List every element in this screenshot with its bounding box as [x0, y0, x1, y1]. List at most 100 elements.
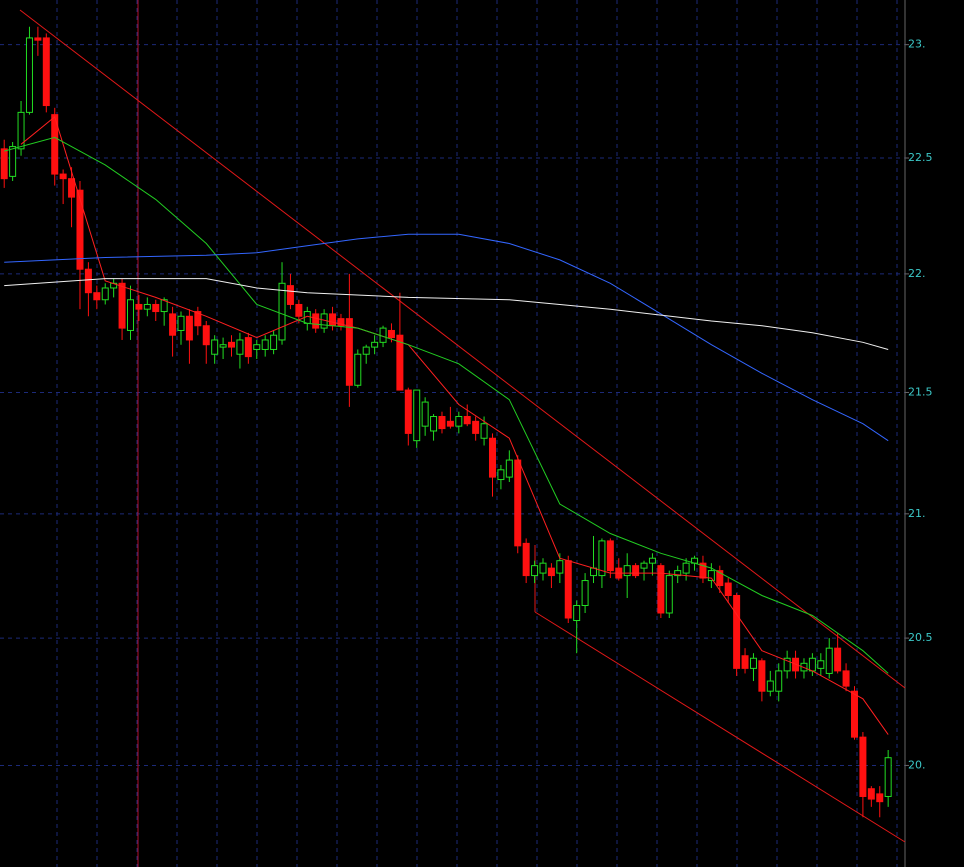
candle-body: [118, 282, 126, 329]
candle-body: [573, 604, 581, 622]
candle-body: [430, 416, 438, 432]
candle-body: [194, 311, 202, 327]
candle-body: [34, 37, 42, 41]
candle-body: [126, 299, 134, 331]
candle-body: [68, 178, 76, 198]
candle-body: [51, 114, 59, 175]
candle-body: [598, 540, 606, 577]
candle-body: [514, 459, 522, 547]
candle-body: [42, 37, 50, 107]
candle-body: [859, 736, 867, 797]
trend-line: [19, 9, 906, 689]
candle-body: [497, 469, 505, 481]
candle-body: [741, 655, 749, 669]
candle-body: [438, 416, 446, 430]
candle-body: [270, 334, 278, 350]
candle-body: [783, 657, 791, 672]
candle-body: [842, 670, 850, 687]
candle-body: [101, 287, 109, 301]
candle-body: [143, 303, 151, 310]
candle-body: [177, 315, 185, 331]
candle-body: [244, 337, 252, 358]
candle-body: [446, 420, 454, 427]
candle-body: [0, 148, 8, 180]
candle-body: [362, 346, 370, 355]
candle-body: [834, 647, 842, 672]
candle-body: [219, 344, 227, 348]
candle-body: [329, 313, 337, 327]
y-tick-label: 21.5: [908, 385, 933, 398]
candle-body: [93, 292, 101, 301]
candle-body: [396, 334, 404, 391]
candle-body: [758, 660, 766, 692]
candle-body: [59, 173, 67, 180]
candle-body: [480, 423, 488, 439]
candle-body: [707, 570, 715, 582]
y-tick-label: 23.: [908, 38, 926, 51]
candle-body: [253, 344, 261, 350]
candle-body: [665, 575, 673, 614]
candle-body: [84, 268, 92, 294]
candle-body: [413, 389, 421, 442]
candle-body: [556, 560, 564, 574]
candle-body: [387, 329, 395, 339]
candle-body: [286, 285, 294, 305]
candle-body: [876, 793, 884, 803]
candle-body: [371, 341, 379, 348]
candle-body: [312, 313, 320, 329]
candle-body: [455, 416, 463, 427]
candle-body: [160, 299, 168, 313]
candle-body: [522, 542, 530, 577]
candle-body: [76, 189, 84, 270]
candle-body: [749, 657, 757, 669]
candle-body: [766, 680, 774, 692]
candle-body: [202, 325, 210, 346]
candle-body: [345, 318, 353, 386]
candle-body: [775, 670, 783, 692]
candle-body: [648, 557, 656, 564]
candle-body: [682, 562, 690, 574]
moving-average-line: [4, 233, 889, 442]
y-tick-label: 20.5: [908, 631, 933, 644]
y-tick-label: 21.: [908, 507, 926, 520]
moving-average-line: [20, 116, 889, 735]
candle-body: [505, 459, 513, 478]
candle-body: [581, 580, 589, 606]
candle-body: [236, 339, 244, 355]
candle-body: [211, 339, 219, 355]
candle-body: [724, 582, 732, 597]
candle-body: [17, 111, 25, 150]
candle-body: [278, 282, 286, 341]
grid: [0, 0, 905, 867]
candle-body: [808, 657, 816, 672]
candle-body: [463, 416, 471, 425]
candle-body: [9, 146, 17, 177]
trend-line: [534, 611, 906, 843]
y-tick-label: 22.: [908, 267, 926, 280]
candle-body: [531, 565, 539, 577]
candle-body: [25, 37, 33, 113]
candle-body: [295, 303, 303, 317]
candle-body: [547, 567, 555, 577]
candle-body: [337, 318, 345, 327]
candle-body: [488, 437, 496, 478]
y-tick-label: 20.: [908, 758, 926, 771]
candle-body: [699, 562, 707, 579]
candle-body: [539, 562, 547, 574]
candle-body: [623, 565, 631, 577]
candle-body: [716, 570, 724, 587]
candle-body: [472, 420, 480, 434]
candle-body: [884, 757, 892, 797]
candle-body: [228, 341, 236, 348]
candle-body: [733, 595, 741, 669]
y-tick-label: 22.5: [908, 151, 933, 164]
candle-body: [261, 339, 269, 350]
candle-body: [152, 303, 160, 313]
candle-body: [185, 315, 193, 341]
candle-body: [564, 560, 572, 619]
candle-body: [632, 565, 640, 577]
candle-body: [657, 565, 665, 614]
candle-body: [169, 313, 177, 336]
